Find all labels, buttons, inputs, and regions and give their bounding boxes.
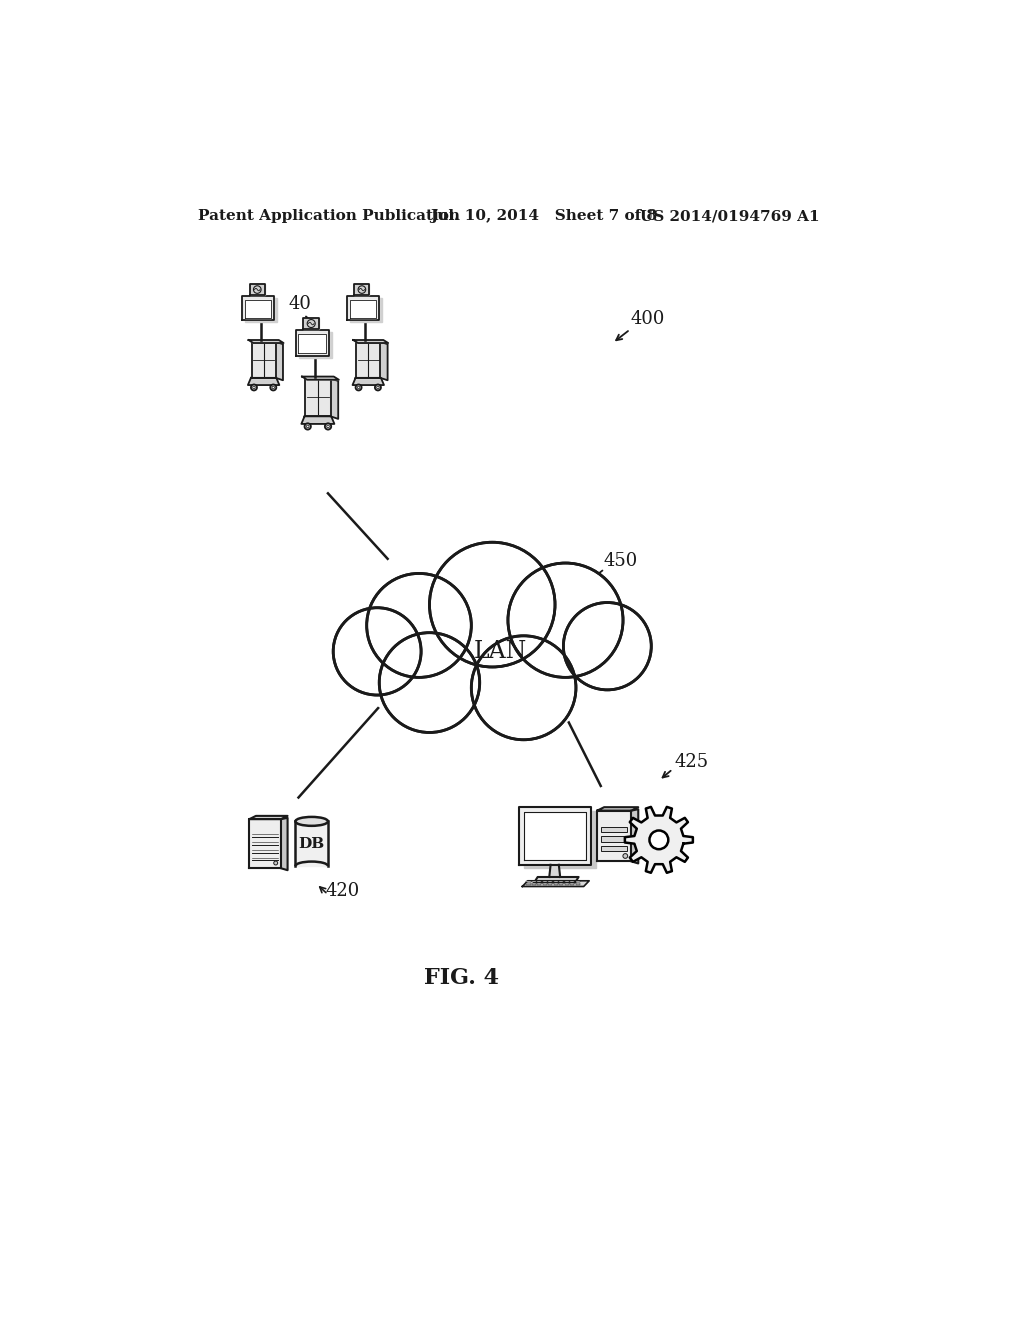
- Polygon shape: [296, 330, 329, 355]
- Polygon shape: [523, 812, 586, 861]
- Circle shape: [306, 425, 309, 428]
- Polygon shape: [250, 816, 288, 820]
- Circle shape: [327, 425, 330, 428]
- Polygon shape: [250, 284, 265, 294]
- Polygon shape: [243, 296, 273, 321]
- Circle shape: [357, 387, 359, 388]
- Polygon shape: [625, 807, 693, 873]
- Polygon shape: [301, 416, 335, 424]
- Text: 450: 450: [603, 553, 637, 570]
- Circle shape: [251, 384, 257, 391]
- Polygon shape: [303, 318, 319, 329]
- Circle shape: [375, 384, 381, 391]
- Polygon shape: [281, 818, 288, 870]
- Polygon shape: [299, 333, 332, 358]
- Polygon shape: [549, 865, 560, 876]
- Text: 425: 425: [675, 752, 709, 771]
- Circle shape: [649, 830, 669, 849]
- Polygon shape: [331, 379, 338, 418]
- Text: US 2014/0194769 A1: US 2014/0194769 A1: [640, 209, 819, 223]
- Polygon shape: [305, 379, 331, 416]
- Polygon shape: [524, 810, 596, 869]
- Text: Patent Application Publication: Patent Application Publication: [198, 209, 460, 223]
- Polygon shape: [252, 342, 275, 378]
- Text: FIG. 4: FIG. 4: [424, 968, 499, 990]
- Polygon shape: [275, 342, 283, 380]
- Polygon shape: [248, 378, 280, 385]
- Circle shape: [379, 632, 479, 733]
- Polygon shape: [380, 342, 388, 380]
- Circle shape: [325, 424, 331, 429]
- Polygon shape: [347, 296, 379, 321]
- Polygon shape: [632, 809, 638, 863]
- Text: LAN: LAN: [473, 640, 526, 663]
- Circle shape: [304, 424, 311, 429]
- Polygon shape: [334, 543, 651, 739]
- Polygon shape: [356, 342, 380, 378]
- Polygon shape: [245, 300, 271, 318]
- Polygon shape: [522, 880, 589, 887]
- Polygon shape: [302, 376, 339, 380]
- Polygon shape: [352, 378, 384, 385]
- Polygon shape: [249, 341, 284, 343]
- Polygon shape: [295, 821, 328, 866]
- Polygon shape: [246, 298, 276, 322]
- Circle shape: [272, 387, 274, 388]
- Text: DB: DB: [299, 837, 325, 850]
- Text: 420: 420: [326, 882, 359, 900]
- Circle shape: [377, 387, 379, 388]
- Ellipse shape: [295, 817, 328, 826]
- Polygon shape: [535, 876, 579, 882]
- Polygon shape: [349, 300, 376, 318]
- Polygon shape: [298, 334, 326, 354]
- Polygon shape: [519, 808, 591, 865]
- Text: Jul. 10, 2014   Sheet 7 of 8: Jul. 10, 2014 Sheet 7 of 8: [430, 209, 657, 223]
- Polygon shape: [597, 810, 632, 862]
- Polygon shape: [597, 808, 638, 810]
- Polygon shape: [353, 341, 388, 343]
- Bar: [601, 826, 628, 833]
- Polygon shape: [350, 298, 382, 322]
- Polygon shape: [354, 284, 370, 294]
- Circle shape: [563, 602, 651, 690]
- Text: 40: 40: [289, 296, 311, 313]
- Circle shape: [270, 384, 276, 391]
- Circle shape: [355, 384, 361, 391]
- Circle shape: [367, 573, 471, 677]
- Circle shape: [429, 543, 555, 667]
- Circle shape: [333, 607, 421, 696]
- Bar: [601, 837, 628, 842]
- Circle shape: [253, 387, 255, 388]
- Text: 400: 400: [630, 310, 665, 327]
- Circle shape: [623, 854, 628, 858]
- Circle shape: [273, 861, 278, 865]
- Polygon shape: [250, 820, 281, 869]
- Bar: [601, 846, 628, 851]
- Circle shape: [508, 564, 623, 677]
- Circle shape: [471, 636, 575, 739]
